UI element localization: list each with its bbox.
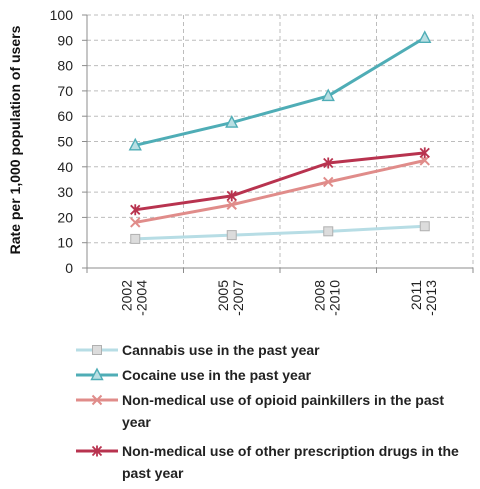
- x-tick-label-text: 2005-2007: [215, 280, 246, 316]
- data-point: [323, 157, 334, 169]
- legend-swatch: [76, 445, 118, 457]
- series: [128, 30, 432, 244]
- series-0: [130, 221, 430, 244]
- grid: [87, 14, 474, 268]
- data-point: [418, 30, 432, 43]
- x-tick-label-text: 2011-2013: [408, 280, 439, 316]
- y-tick-label: 40: [57, 159, 73, 175]
- data-point: [419, 155, 430, 166]
- series-1: [128, 30, 432, 151]
- data-point: [226, 230, 237, 241]
- legend-swatch: [76, 367, 118, 381]
- legend-swatch: [76, 394, 118, 406]
- y-axis-title: Rate per 1,000 population of users: [7, 25, 23, 254]
- data-point: [419, 147, 430, 159]
- x-tick-label: 2005-2007: [215, 280, 246, 316]
- y-tick-label: 60: [57, 108, 73, 124]
- legend-swatch-marker: [92, 345, 102, 355]
- series-line: [135, 151, 425, 212]
- data-point: [225, 115, 239, 128]
- data-point: [419, 221, 430, 232]
- series-2: [130, 155, 430, 228]
- data-point: [323, 226, 334, 237]
- legend-swatch-marker: [90, 367, 104, 381]
- series-line: [135, 224, 425, 241]
- y-tick-label: 50: [57, 134, 73, 150]
- legend-label-cannabis: Cannabis use in the past year: [122, 342, 320, 358]
- x-tick-label-text: 2008-2010: [311, 280, 342, 316]
- y-tick-label: 20: [57, 209, 73, 225]
- x-tick-label: 2002-2004: [118, 280, 149, 316]
- y-tick-label: 0: [65, 260, 73, 276]
- data-point: [323, 176, 334, 188]
- y-tick-label: 30: [57, 184, 73, 200]
- x-tick-label: 2011-2013: [408, 280, 439, 316]
- data-point: [226, 190, 237, 202]
- x-tick-label-text: 2002-2004: [118, 280, 149, 316]
- legend-swatch: [76, 345, 118, 355]
- y-tick-label: 70: [57, 83, 73, 99]
- axes: 0 10 20 30 40 50 60 70 80 90 100 2002-2004 2005-2007…: [50, 7, 474, 316]
- series-line: [134, 36, 426, 147]
- series-line: [134, 159, 426, 224]
- data-point: [226, 199, 237, 210]
- series-3: [130, 147, 430, 216]
- data-point: [130, 217, 141, 228]
- legend-label-other-prescription: Non-medical use of other prescription dr…: [122, 443, 459, 481]
- x-tick-label: 2008-2010: [311, 280, 342, 316]
- legend-marks: [76, 345, 118, 457]
- data-point: [321, 88, 335, 102]
- data-point: [128, 137, 142, 151]
- legend-label-cocaine: Cocaine use in the past year: [122, 367, 312, 383]
- legend-swatch-marker: [91, 394, 103, 406]
- legend-swatch-marker: [91, 445, 103, 457]
- y-tick-label: 10: [57, 235, 73, 251]
- y-tick-label: 80: [57, 58, 73, 74]
- y-tick-label: 100: [50, 7, 74, 23]
- y-tick-label: 90: [57, 32, 73, 48]
- data-point: [130, 204, 141, 216]
- legend-label-opioid: Non-medical use of opioid painkillers in…: [122, 392, 445, 430]
- data-point: [130, 233, 141, 244]
